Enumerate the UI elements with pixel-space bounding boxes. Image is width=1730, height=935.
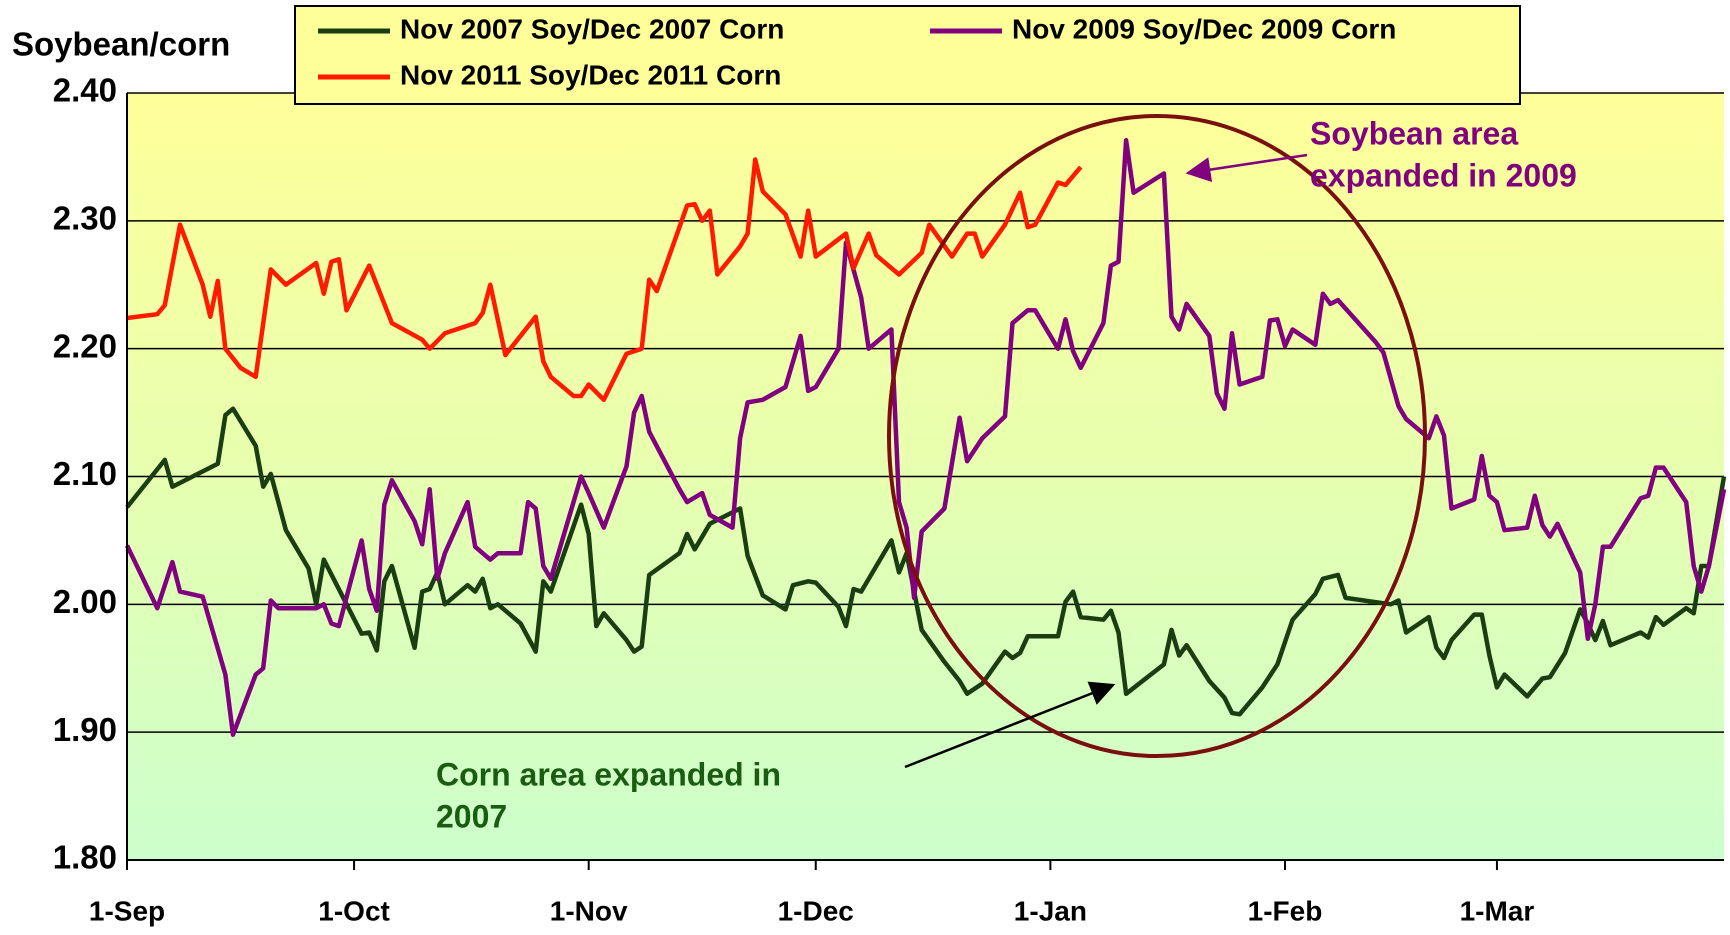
x-tick-label: 1-Sep xyxy=(89,895,165,926)
x-tick-label: 1-Dec xyxy=(778,895,854,926)
x-tick-label: 1-Nov xyxy=(550,895,628,926)
legend xyxy=(294,5,1521,105)
legend-entries: Nov 2007 Soy/Dec 2007 Corn Nov 2009 Soy/D… xyxy=(318,13,1396,90)
annotation: expanded in 2009 xyxy=(1310,157,1577,193)
y-tick-label: 2.00 xyxy=(53,583,117,620)
x-tick-label: 1-Jan xyxy=(1014,895,1087,926)
annotation: Corn area expanded in xyxy=(436,756,781,792)
legend-label: Nov 2007 Soy/Dec 2007 Corn xyxy=(400,13,784,44)
y-tick-label: 2.40 xyxy=(53,72,117,109)
x-tick-label: 1-Mar xyxy=(1460,895,1535,926)
legend-label: Nov 2009 Soy/Dec 2009 Corn xyxy=(1012,13,1396,44)
arrow-soy xyxy=(1185,153,1308,182)
x-tick-label: 1-Feb xyxy=(1248,895,1323,926)
y-tick-label: 1.90 xyxy=(53,711,117,748)
series-line xyxy=(124,138,1727,737)
y-tick-label: 1.80 xyxy=(53,839,117,876)
arrow-corn xyxy=(904,681,1116,769)
annotations: Soybean area expanded in 2009 Corn area ex… xyxy=(436,115,1577,834)
legend-label: Nov 2011 Soy/Dec 2011 Corn xyxy=(400,59,781,90)
y-tick-label: 2.10 xyxy=(53,455,117,492)
annotation: Soybean area xyxy=(1310,115,1518,151)
highlight-ellipse xyxy=(887,114,1427,758)
series-lines xyxy=(124,138,1727,737)
series-line xyxy=(126,157,1083,403)
x-tick-label: 1-Oct xyxy=(318,895,390,926)
y-tick-label: 2.20 xyxy=(53,327,117,364)
series-line xyxy=(125,406,1727,717)
y-tick-label: 2.30 xyxy=(53,200,117,237)
y-axis-label: Soybean/corn xyxy=(12,26,230,63)
annotation: 2007 xyxy=(436,798,507,834)
